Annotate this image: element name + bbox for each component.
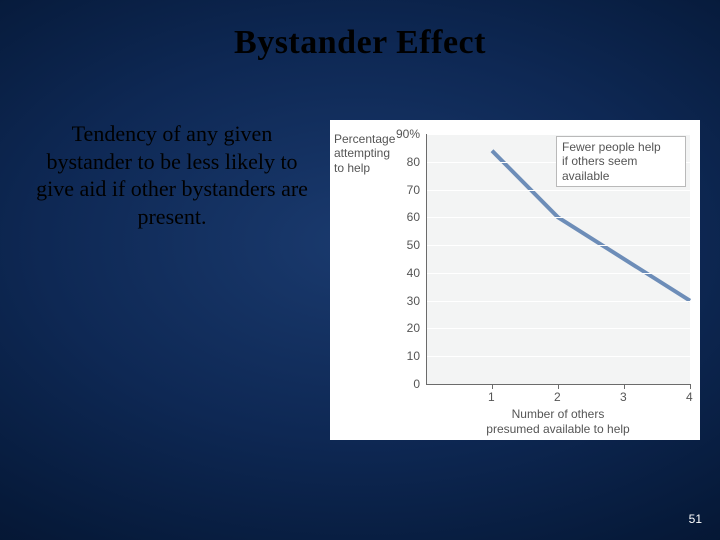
y-tick-label: 40 [407, 266, 420, 280]
y-tick-label: 90% [396, 127, 420, 141]
slide-body-text: Tendency of any given bystander to be le… [32, 120, 312, 230]
chart-gridline [426, 134, 690, 135]
chart-gridline [426, 356, 690, 357]
y-tick-label: 30 [407, 294, 420, 308]
chart-gridline [426, 245, 690, 246]
x-tick-mark [624, 384, 625, 389]
y-axis-title: Percentageattemptingto help [334, 132, 404, 175]
y-tick-label: 60 [407, 210, 420, 224]
chart-gridline [426, 190, 690, 191]
y-tick-label: 70 [407, 183, 420, 197]
x-tick-label: 4 [686, 390, 693, 404]
y-tick-label: 0 [413, 377, 420, 391]
chart-gridline [426, 217, 690, 218]
x-axis-title: Number of otherspresumed available to he… [426, 407, 690, 436]
slide-title: Bystander Effect [0, 24, 720, 62]
y-axis-line [426, 134, 427, 384]
y-tick-label: 50 [407, 238, 420, 252]
y-tick-label: 20 [407, 321, 420, 335]
x-tick-label: 2 [554, 390, 561, 404]
x-tick-label: 1 [488, 390, 495, 404]
page-number: 51 [689, 512, 702, 526]
x-tick-mark [558, 384, 559, 389]
y-tick-label: 10 [407, 349, 420, 363]
x-tick-label: 3 [620, 390, 627, 404]
y-tick-label: 80 [407, 155, 420, 169]
x-tick-mark [690, 384, 691, 389]
x-tick-mark [492, 384, 493, 389]
chart-gridline [426, 301, 690, 302]
chart-gridline [426, 328, 690, 329]
bystander-chart: Percentageattemptingto help Number of ot… [330, 120, 700, 440]
chart-annotation: Fewer people helpif others seemavailable [556, 136, 686, 187]
chart-gridline [426, 273, 690, 274]
